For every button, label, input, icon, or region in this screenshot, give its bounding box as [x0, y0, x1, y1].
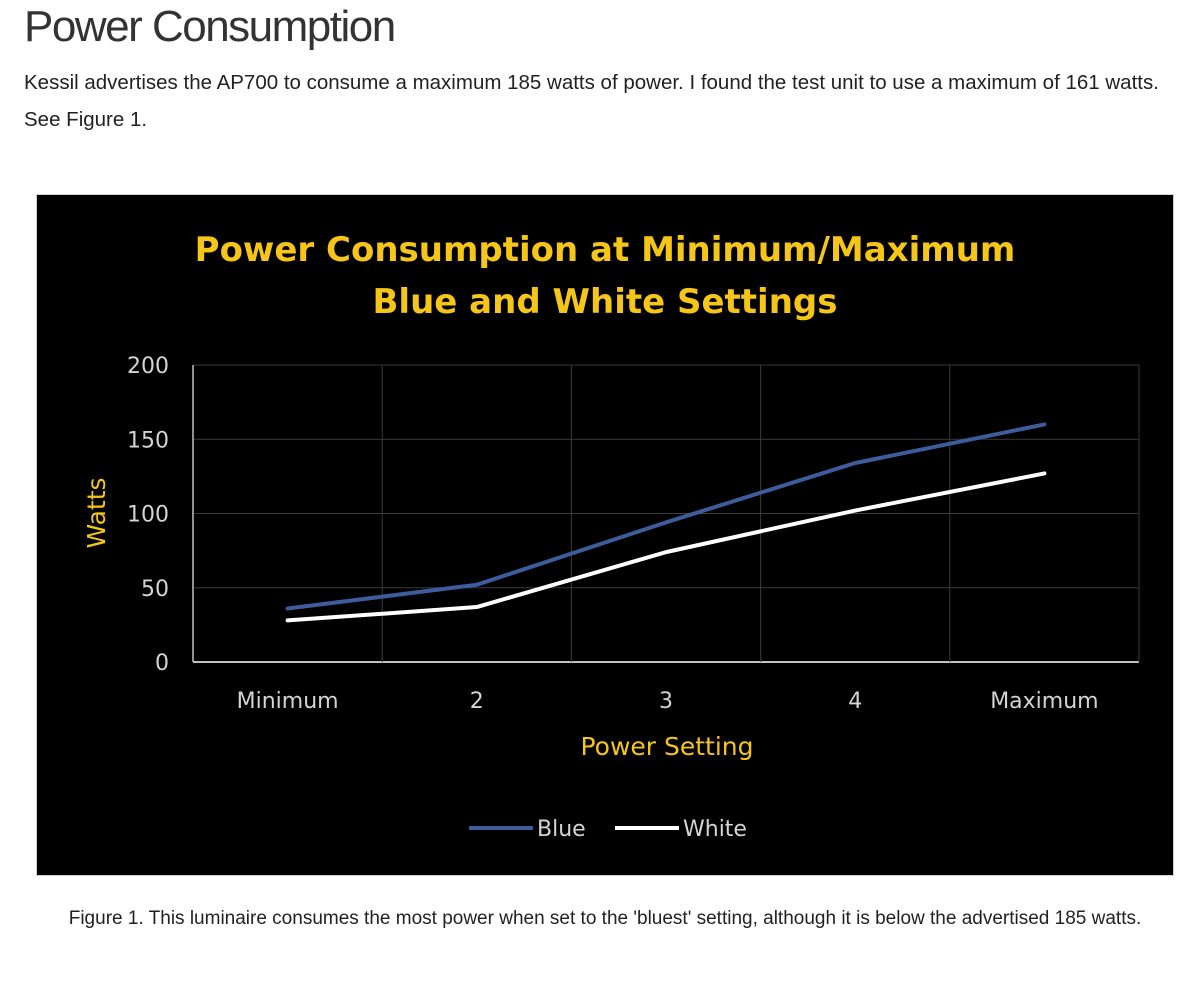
legend-label-blue: Blue: [537, 817, 586, 842]
chart-title-line-2: Blue and White Settings: [373, 282, 838, 322]
x-axis-ticks: Minimum 2 3 4 Maximum: [237, 689, 1099, 714]
x-tick-label: Minimum: [237, 689, 339, 714]
y-tick-label: 150: [127, 428, 169, 453]
y-tick-label: 100: [127, 503, 169, 528]
chart-legend: Blue White: [469, 817, 747, 842]
figure-caption: Figure 1. This luminaire consumes the mo…: [68, 908, 1142, 929]
y-tick-label: 50: [141, 577, 169, 602]
series-line-blue: [285, 422, 1047, 611]
series-line-white: [285, 471, 1047, 623]
legend-label-white: White: [683, 817, 747, 842]
x-axis-label: Power Setting: [580, 732, 753, 761]
y-tick-label: 0: [155, 651, 169, 676]
chart-figure: Power Consumption at Minimum/Maximum Blu…: [36, 194, 1174, 876]
y-axis-ticks: 0 50 100 150 200: [127, 354, 169, 676]
y-axis-label: Watts: [82, 477, 111, 548]
y-tick-label: 200: [127, 354, 169, 379]
page-title: Power Consumption: [24, 2, 396, 51]
x-tick-label: 3: [659, 689, 673, 714]
x-tick-label: Maximum: [990, 689, 1098, 714]
x-tick-label: 2: [470, 689, 484, 714]
x-tick-label: 4: [848, 689, 862, 714]
power-consumption-chart: Power Consumption at Minimum/Maximum Blu…: [82, 230, 1140, 842]
chart-grid: [192, 364, 1140, 663]
chart-title-line-1: Power Consumption at Minimum/Maximum: [195, 230, 1016, 270]
chart-series: [285, 422, 1047, 623]
intro-paragraph: Kessil advertises the AP700 to consume a…: [24, 71, 1159, 131]
